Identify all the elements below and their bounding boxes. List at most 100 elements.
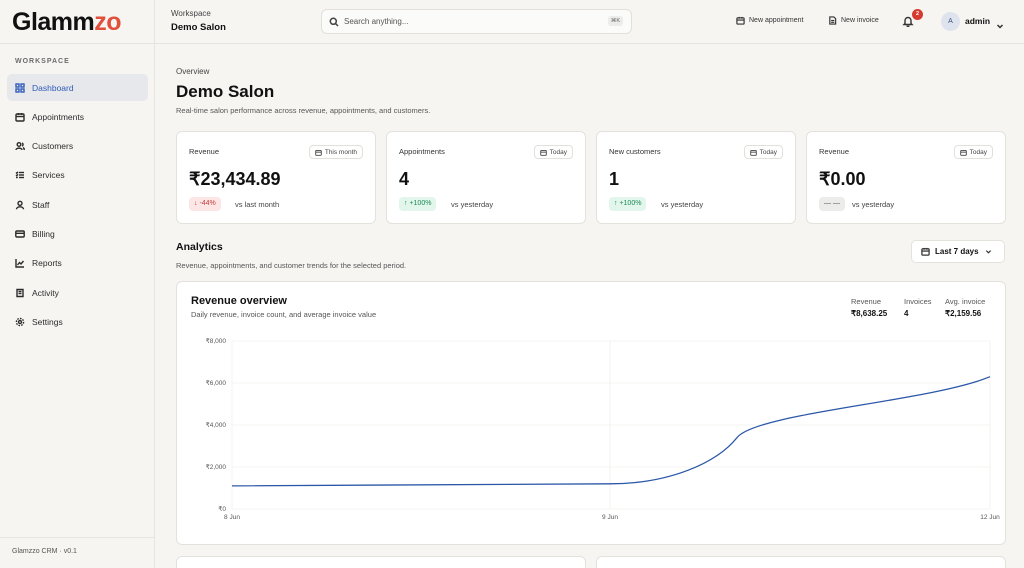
kpi-title: New customers: [609, 147, 661, 156]
avatar[interactable]: A: [941, 12, 960, 31]
date-range-select[interactable]: Last 7 days: [911, 240, 1005, 263]
card-icon: [15, 230, 25, 238]
bottom-card: [596, 556, 1006, 568]
grid-icon: [15, 82, 25, 93]
period-chip[interactable]: Today: [533, 145, 573, 159]
period-chip[interactable]: Today: [743, 145, 783, 159]
sidebar-item-label: Settings: [32, 316, 63, 327]
sidebar-item-label: Dashboard: [32, 82, 74, 93]
sidebar-item-customers[interactable]: Customers: [7, 133, 148, 160]
stat-value: ₹2,159.56: [945, 309, 982, 318]
kpi-value: ₹0.00: [819, 169, 866, 189]
kpi-title: Appointments: [399, 147, 445, 156]
chart-title: Revenue overview: [191, 295, 287, 307]
search-input[interactable]: Search anything... ⌘K: [321, 9, 632, 34]
y-tick-label: ₹0: [218, 505, 226, 513]
page-title: Demo Salon: [176, 82, 275, 101]
stat-avg-invoice: Avg. invoice ₹2,159.56: [945, 297, 985, 318]
kpi-delta: ↓ -44%: [189, 197, 221, 211]
period-chip[interactable]: This month: [308, 145, 363, 159]
sidebar-item-label: Billing: [32, 228, 55, 239]
kpi-value: ₹23,434.89: [189, 169, 281, 189]
notifications-button[interactable]: [902, 14, 916, 28]
sidebar-item-label: Reports: [32, 258, 62, 269]
period-label: Today: [969, 148, 987, 156]
y-tick-label: ₹2,000: [206, 463, 227, 471]
divider: [0, 43, 155, 44]
period-label: Today: [759, 148, 777, 156]
chevron-down-icon: [985, 250, 991, 254]
topbar: Workspace Demo Salon Search anything... …: [155, 0, 1024, 44]
kpi-title: Revenue: [189, 147, 220, 156]
kpi-compare: vs yesterday: [451, 200, 494, 209]
sidebar-item-staff[interactable]: Staff: [7, 191, 148, 218]
stat-value: 4: [904, 309, 909, 318]
sidebar-item-dashboard[interactable]: Dashboard: [7, 74, 148, 101]
new-invoice-label: New invoice: [841, 17, 879, 24]
user-menu-toggle[interactable]: [996, 17, 1004, 29]
sidebar-item-reports[interactable]: Reports: [7, 250, 148, 277]
revenue-overview-card: Revenue overview Daily revenue, invoice …: [176, 281, 1006, 545]
calendar-icon: [315, 149, 322, 156]
y-axis-labels: ₹8,000 ₹6,000 ₹4,000 ₹2,000 ₹0: [206, 337, 227, 513]
gear-icon: [15, 317, 25, 327]
brand-logo[interactable]: Glammzo: [12, 8, 122, 36]
sidebar-item-activity[interactable]: Activity: [7, 279, 148, 306]
stat-revenue: Revenue ₹8,638.25: [851, 297, 887, 318]
search-shortcut: ⌘K: [607, 16, 623, 26]
kpi-delta: ↑ +100%: [609, 197, 647, 211]
new-invoice-button[interactable]: New invoice: [828, 16, 879, 25]
kpi-value: 4: [399, 169, 410, 189]
stat-value: ₹8,638.25: [851, 309, 888, 318]
period-chip[interactable]: Today: [953, 145, 993, 159]
kpi-card-new-customers: New customers Today 1 ↑ +100% vs yesterd…: [596, 131, 796, 224]
period-label: Today: [549, 148, 567, 156]
notification-badge: 2: [912, 9, 923, 20]
page-subtitle: Real-time salon performance across reven…: [176, 106, 431, 115]
sidebar-item-services[interactable]: Services: [7, 162, 148, 189]
calendar-icon: [921, 247, 930, 256]
workspace-caption: Workspace: [171, 9, 211, 18]
calendar-icon: [15, 112, 25, 122]
chart-icon: [15, 259, 25, 268]
x-tick-label: 9 Jun: [602, 514, 618, 521]
sidebar-item-label: Customers: [32, 141, 74, 152]
sidebar-item-appointments[interactable]: Appointments: [7, 103, 148, 130]
chevron-down-icon: [996, 24, 1004, 29]
workspace-switcher[interactable]: Demo Salon: [171, 22, 226, 33]
chart-subtitle: Daily revenue, invoice count, and averag…: [191, 310, 377, 319]
kpi-delta: ↑ +100%: [399, 197, 437, 211]
calendar-icon: [539, 149, 547, 156]
chart-grid: [231, 340, 991, 510]
kpi-card-revenue-today: Revenue Today ₹0.00 — — vs yesterday: [806, 131, 1006, 224]
revenue-series-line: [231, 376, 991, 487]
kpi-compare: vs yesterday: [661, 200, 704, 209]
date-range-label: Last 7 days: [935, 247, 979, 256]
new-appointment-label: New appointment: [749, 17, 804, 24]
divider: [0, 537, 155, 538]
stat-label: Revenue: [851, 297, 882, 306]
list-icon: [15, 171, 24, 179]
kpi-title: Revenue: [819, 147, 850, 156]
analytics-title: Analytics: [176, 241, 223, 253]
kpi-compare: vs yesterday: [852, 200, 895, 209]
sidebar-item-billing[interactable]: Billing: [7, 220, 148, 247]
search-placeholder: Search anything...: [344, 17, 409, 26]
calendar-icon: [959, 149, 967, 156]
period-label: This month: [324, 148, 357, 156]
stat-invoices: Invoices 4: [904, 297, 932, 318]
calendar-icon: [749, 149, 757, 156]
sidebar-nav: Dashboard Appointments Customers Service…: [7, 74, 148, 338]
breadcrumb: Overview: [176, 67, 210, 76]
sidebar: Glammzo WORKSPACE Dashboard Appointments…: [0, 0, 155, 568]
analytics-subtitle: Revenue, appointments, and customer tren…: [176, 261, 407, 270]
stat-label: Invoices: [904, 297, 932, 306]
new-appointment-button[interactable]: New appointment: [736, 16, 803, 25]
users-icon: [15, 142, 25, 151]
sidebar-section-label: WORKSPACE: [15, 58, 70, 65]
sidebar-item-label: Staff: [32, 199, 50, 210]
bottom-card: [176, 556, 586, 568]
sidebar-item-settings[interactable]: Settings: [7, 308, 148, 335]
kpi-delta: — —: [819, 197, 845, 211]
user-menu[interactable]: admin: [965, 16, 991, 26]
